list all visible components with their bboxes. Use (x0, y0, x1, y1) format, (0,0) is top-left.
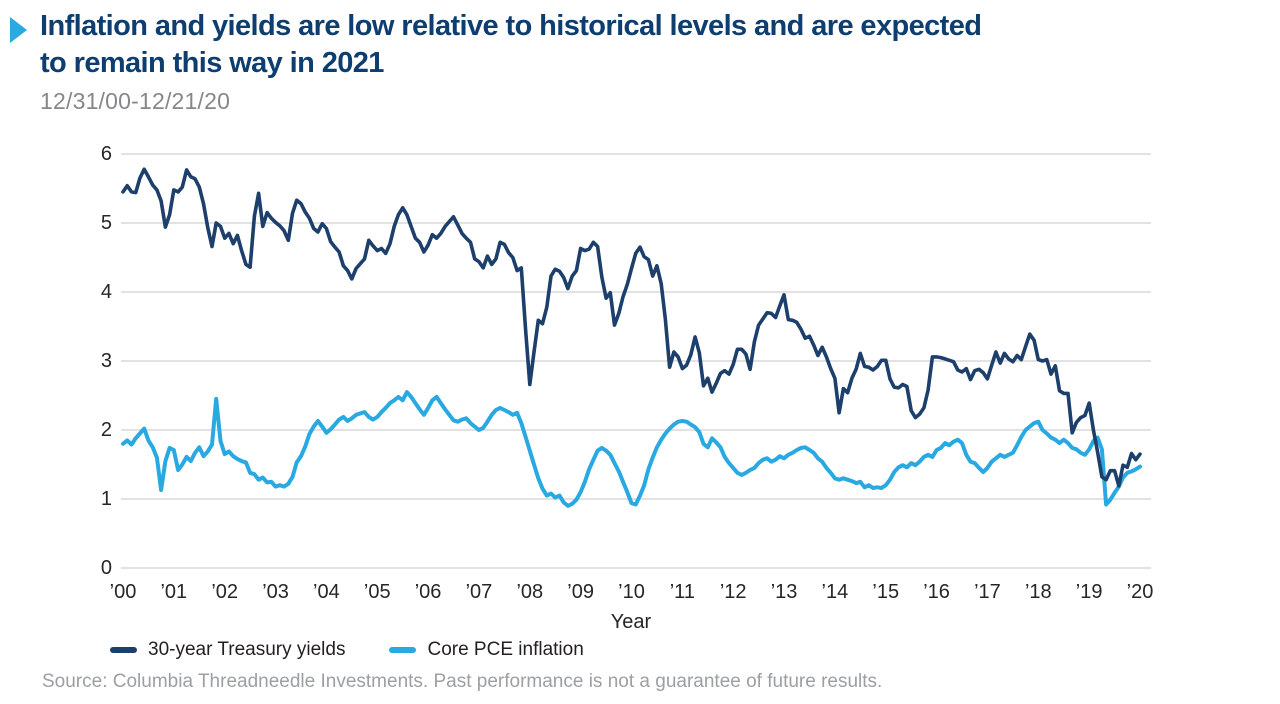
legend-label-core-pce: Core PCE inflation (427, 639, 584, 660)
legend-swatch-treasury-yields (110, 647, 137, 653)
x-tick-label: ’16 (923, 581, 950, 603)
x-tick-label: ’13 (770, 581, 798, 603)
y-tick-label: 3 (100, 350, 112, 372)
y-tick-label: 6 (100, 143, 112, 165)
x-tick-label: ’17 (974, 581, 1001, 603)
x-tick-label: ’02 (211, 581, 239, 603)
y-tick-label: 5 (100, 212, 112, 234)
x-tick-label: ’19 (1075, 581, 1103, 603)
x-tick-label: ’12 (719, 581, 747, 603)
x-tick-label: ’09 (567, 581, 594, 603)
chart-title-line2: to remain this way in 2021 (40, 47, 384, 79)
x-tick-label: ’00 (109, 581, 137, 603)
y-tick-label: 2 (100, 419, 112, 441)
chart-title: Inflation and yields are low relative to… (40, 8, 1240, 82)
x-tick-label: ’11 (669, 581, 695, 603)
x-tick-label: ’10 (618, 581, 645, 603)
y-tick-label: 4 (100, 281, 112, 303)
bullet-triangle-icon (10, 17, 27, 43)
x-tick-label: ’03 (262, 581, 289, 603)
legend-swatch-core-pce (389, 647, 417, 653)
x-tick-label: ’15 (872, 581, 900, 603)
date-range: 12/31/00-12/21/20 (40, 88, 231, 114)
legend: 30-year Treasury yields Core PCE inflati… (110, 639, 584, 661)
y-tick-label: 0 (100, 557, 112, 579)
source-note: Source: Columbia Threadneedle Investment… (42, 671, 883, 692)
y-tick-label: 1 (100, 488, 112, 510)
x-tick-label: ’08 (516, 581, 544, 603)
x-tick-label: ’14 (821, 581, 849, 603)
x-tick-label: ’06 (414, 581, 442, 603)
legend-label-treasury-yields: 30-year Treasury yields (148, 639, 346, 660)
chart-title-line1: Inflation and yields are low relative to… (40, 10, 982, 42)
x-tick-label: ’04 (313, 581, 340, 603)
x-tick-label: ’20 (1126, 581, 1154, 603)
x-tick-label: ’07 (465, 581, 493, 603)
x-tick-label: ’05 (363, 581, 391, 603)
x-tick-label: ’18 (1024, 581, 1052, 603)
x-tick-label: ’01 (160, 581, 188, 603)
x-axis-title: Year (610, 611, 652, 633)
